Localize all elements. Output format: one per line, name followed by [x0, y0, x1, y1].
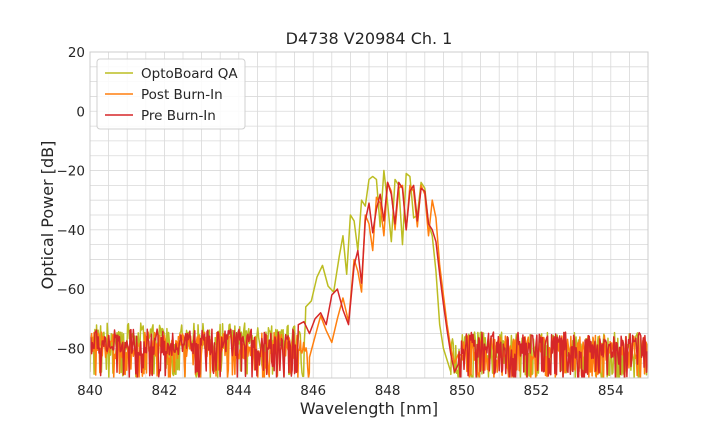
series-layer: [90, 169, 648, 378]
tick-labels: 840 842 844 846 848 850 852 854 20 0 −20 −40 −60 −80: [57, 45, 624, 399]
x-tick-label: 842: [152, 383, 178, 399]
chart-title: D4738 V20984 Ch. 1: [286, 29, 453, 48]
x-axis-label: Wavelength [nm]: [300, 399, 438, 418]
y-tick-label: −40: [57, 223, 86, 239]
y-tick-label: 0: [76, 104, 85, 120]
plot-frame: [89, 51, 649, 379]
x-tick-label: 854: [598, 383, 624, 399]
x-tick-label: 852: [524, 383, 550, 399]
x-tick-label: 846: [300, 383, 326, 399]
y-tick-label: −60: [57, 282, 86, 298]
legend-frame: [96, 58, 246, 130]
y-tick-label: −20: [57, 164, 86, 180]
series-line-3: [90, 181, 648, 378]
x-tick-label: 844: [226, 383, 252, 399]
y-tick-label: 20: [68, 45, 85, 61]
x-tick-label: 848: [375, 383, 401, 399]
y-axis-label: Optical Power [dB]: [38, 141, 57, 290]
legend-label: Post Burn-In: [141, 87, 223, 103]
x-tick-label: 850: [449, 383, 475, 399]
legend-label: Pre Burn-In: [141, 108, 216, 124]
y-tick-label: −80: [57, 341, 86, 357]
x-tick-label: 840: [77, 383, 103, 399]
legend-label: OptoBoard QA: [141, 66, 238, 82]
legend: OptoBoard QA Post Burn-In Pre Burn-In: [96, 58, 246, 130]
